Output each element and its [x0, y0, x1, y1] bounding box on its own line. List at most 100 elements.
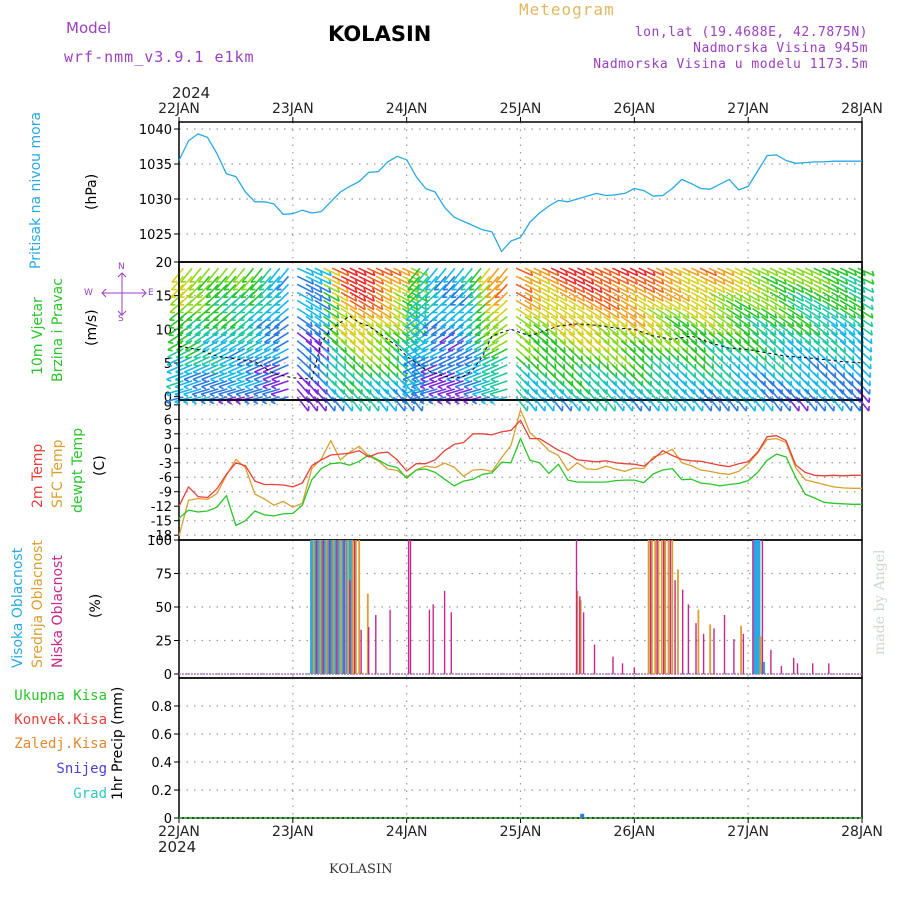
panel-frame [178, 677, 863, 819]
x-tick-label-top: 28JAN [841, 101, 883, 117]
cloud-bar [313, 540, 317, 674]
precip-snow-label: Snijeg [56, 761, 107, 777]
y-tick-label: 1030 [139, 193, 172, 208]
cloud-bar [761, 661, 766, 674]
x-tick-label-bottom: 26JAN [613, 824, 655, 840]
y-tick-label: 75 [155, 567, 172, 582]
y-tick-label: 0.8 [151, 700, 172, 715]
x-tick-label-top: 27JAN [727, 101, 769, 117]
x-tick-label-bottom: 23JAN [272, 824, 314, 840]
cloud-bar [674, 580, 676, 674]
y-tick-label: 0 [164, 812, 172, 827]
cloud-bar [713, 628, 715, 674]
cloud-bar [582, 612, 585, 674]
model-altitude-label: Nadmorska Visina u modelu 1173.5m [593, 57, 868, 72]
cloud-bar [349, 580, 351, 674]
station-title: KOLASIN [328, 22, 432, 46]
cloud-bar [593, 644, 596, 674]
cloud-bar [702, 633, 705, 674]
x-tick-label-bottom: 25JAN [500, 824, 542, 840]
cloud-bar [336, 540, 338, 674]
y-tick-label: -9 [159, 486, 172, 501]
y-tick-label: -6 [159, 471, 172, 486]
cloud-bar [366, 593, 369, 674]
cloud-bar [337, 540, 342, 674]
cloud-bar [677, 569, 679, 674]
x-tick-label-top: 24JAN [386, 101, 428, 117]
cloud-bar [322, 540, 324, 674]
cloud-bar [753, 540, 757, 674]
cloud-bar [323, 540, 327, 674]
pressure-line [178, 133, 862, 253]
cloud-bar [579, 600, 582, 674]
panel-frame [178, 121, 863, 263]
compass-w-label: W [84, 288, 93, 298]
model-label: Model [66, 19, 112, 37]
cloud-bar [649, 540, 652, 674]
y-tick-label: -3 [159, 457, 172, 472]
cloud-bar [360, 629, 362, 674]
cloud-bar [320, 540, 324, 674]
footer-station: KOLASIN [329, 862, 393, 877]
cloud-bar [325, 540, 328, 674]
y-tick-label: 1035 [139, 158, 172, 173]
cloud-bar [612, 656, 614, 674]
y-tick-label: 25 [155, 634, 172, 649]
y-tick-label: 0.6 [151, 728, 172, 743]
compass-s-label: S [118, 314, 124, 324]
x-tick-label-bottom: 22JAN [158, 824, 200, 840]
compass-n-label: N [118, 262, 125, 272]
cloud-bar [351, 540, 354, 674]
cloud-bar [733, 639, 735, 674]
cloud-bar [669, 540, 672, 674]
cloud-bar [812, 663, 814, 674]
cloud-bar [651, 540, 653, 674]
year-top: 2024 [172, 84, 211, 102]
cloud-bar [450, 612, 452, 674]
cloud-bar [633, 667, 635, 674]
cloud-bar [409, 540, 412, 674]
model-name: wrf-nmm_v3.9.1 e1km [64, 48, 255, 66]
y-tick-label: 6 [164, 413, 172, 428]
cloud-bar [333, 540, 338, 674]
cloud-bar [796, 663, 799, 674]
cloud-bar [695, 623, 697, 674]
cloud-bar [432, 604, 434, 674]
y-tick-label: 1025 [139, 228, 172, 243]
altitude-label: Nadmorska Visina 945m [693, 41, 868, 56]
x-tick-label-top: 25JAN [500, 101, 542, 117]
cloud-bar [723, 615, 726, 674]
x-tick-label-top: 22JAN [158, 101, 200, 117]
cloud-bar [339, 540, 342, 674]
cloud-bar [579, 596, 581, 674]
cloud-bar [761, 540, 764, 674]
year-bottom: 2024 [158, 838, 197, 856]
y-tick-label: -18 [151, 529, 172, 544]
cloud-bar [759, 636, 762, 674]
cloud-bar [355, 540, 357, 674]
cloud-bar [332, 540, 335, 674]
wind-panel-frame [178, 261, 863, 401]
cloud-bar [664, 540, 667, 674]
y-tick-label: -15 [151, 515, 172, 530]
cloud-bar [576, 590, 579, 674]
precip-total-label: Ukupna Kisa [14, 688, 107, 704]
cloud-bar [329, 540, 331, 674]
cloud-bar [682, 589, 684, 674]
cloud-bar [343, 540, 345, 674]
cloud-bar [443, 590, 446, 674]
cloud-bar [770, 649, 772, 674]
x-tick-label-bottom: 24JAN [386, 824, 428, 840]
wind-compass-icon [101, 272, 147, 316]
x-tick-label-top: 26JAN [613, 101, 655, 117]
y-tick-label: 0 [164, 442, 172, 457]
sfc-temp-line [178, 409, 862, 537]
y-tick-label: 3 [164, 428, 172, 443]
cloud-bar [407, 540, 410, 674]
precip-frozen-label: Zaledj.Kisa [14, 736, 107, 752]
cloud-bar [347, 540, 349, 674]
cloud-bar [368, 627, 370, 674]
cloud-bar [654, 540, 657, 674]
cloud-bar [667, 540, 670, 674]
